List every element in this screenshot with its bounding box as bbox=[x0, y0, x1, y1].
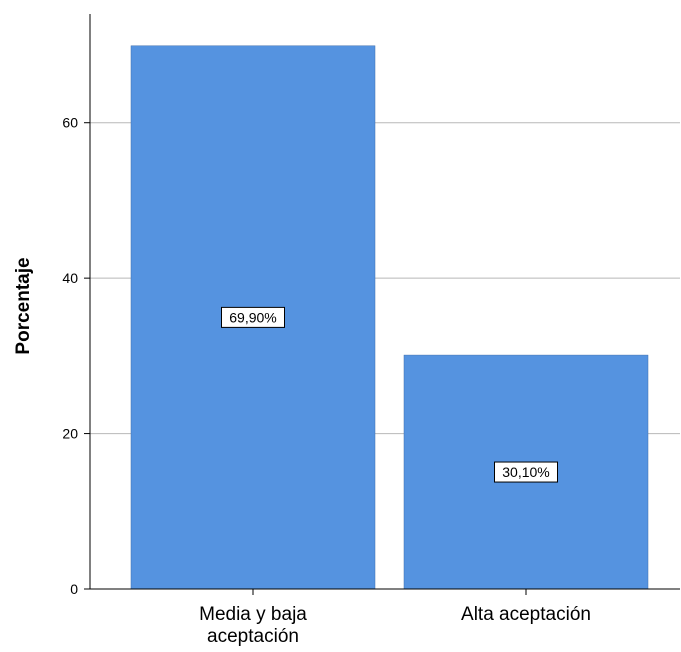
y-tick-label: 20 bbox=[62, 426, 78, 442]
y-axis: 0 20 40 60 bbox=[62, 14, 91, 597]
data-label: 69,90% bbox=[229, 309, 276, 325]
x-tick-label: aceptación bbox=[207, 626, 299, 647]
y-tick-label: 0 bbox=[70, 581, 78, 597]
y-tick-label: 60 bbox=[62, 115, 78, 131]
y-tick-label: 40 bbox=[62, 270, 78, 286]
x-tick-label: Media y baja bbox=[199, 604, 307, 625]
data-label-box bbox=[494, 461, 558, 483]
bars bbox=[130, 45, 649, 590]
data-labels: 69,90% 30,10% bbox=[221, 306, 558, 483]
data-label: 30,10% bbox=[502, 464, 549, 480]
data-label-box bbox=[221, 306, 285, 328]
y-axis-title: Porcentaje bbox=[13, 257, 34, 354]
x-tick-label: Alta aceptación bbox=[461, 604, 591, 625]
